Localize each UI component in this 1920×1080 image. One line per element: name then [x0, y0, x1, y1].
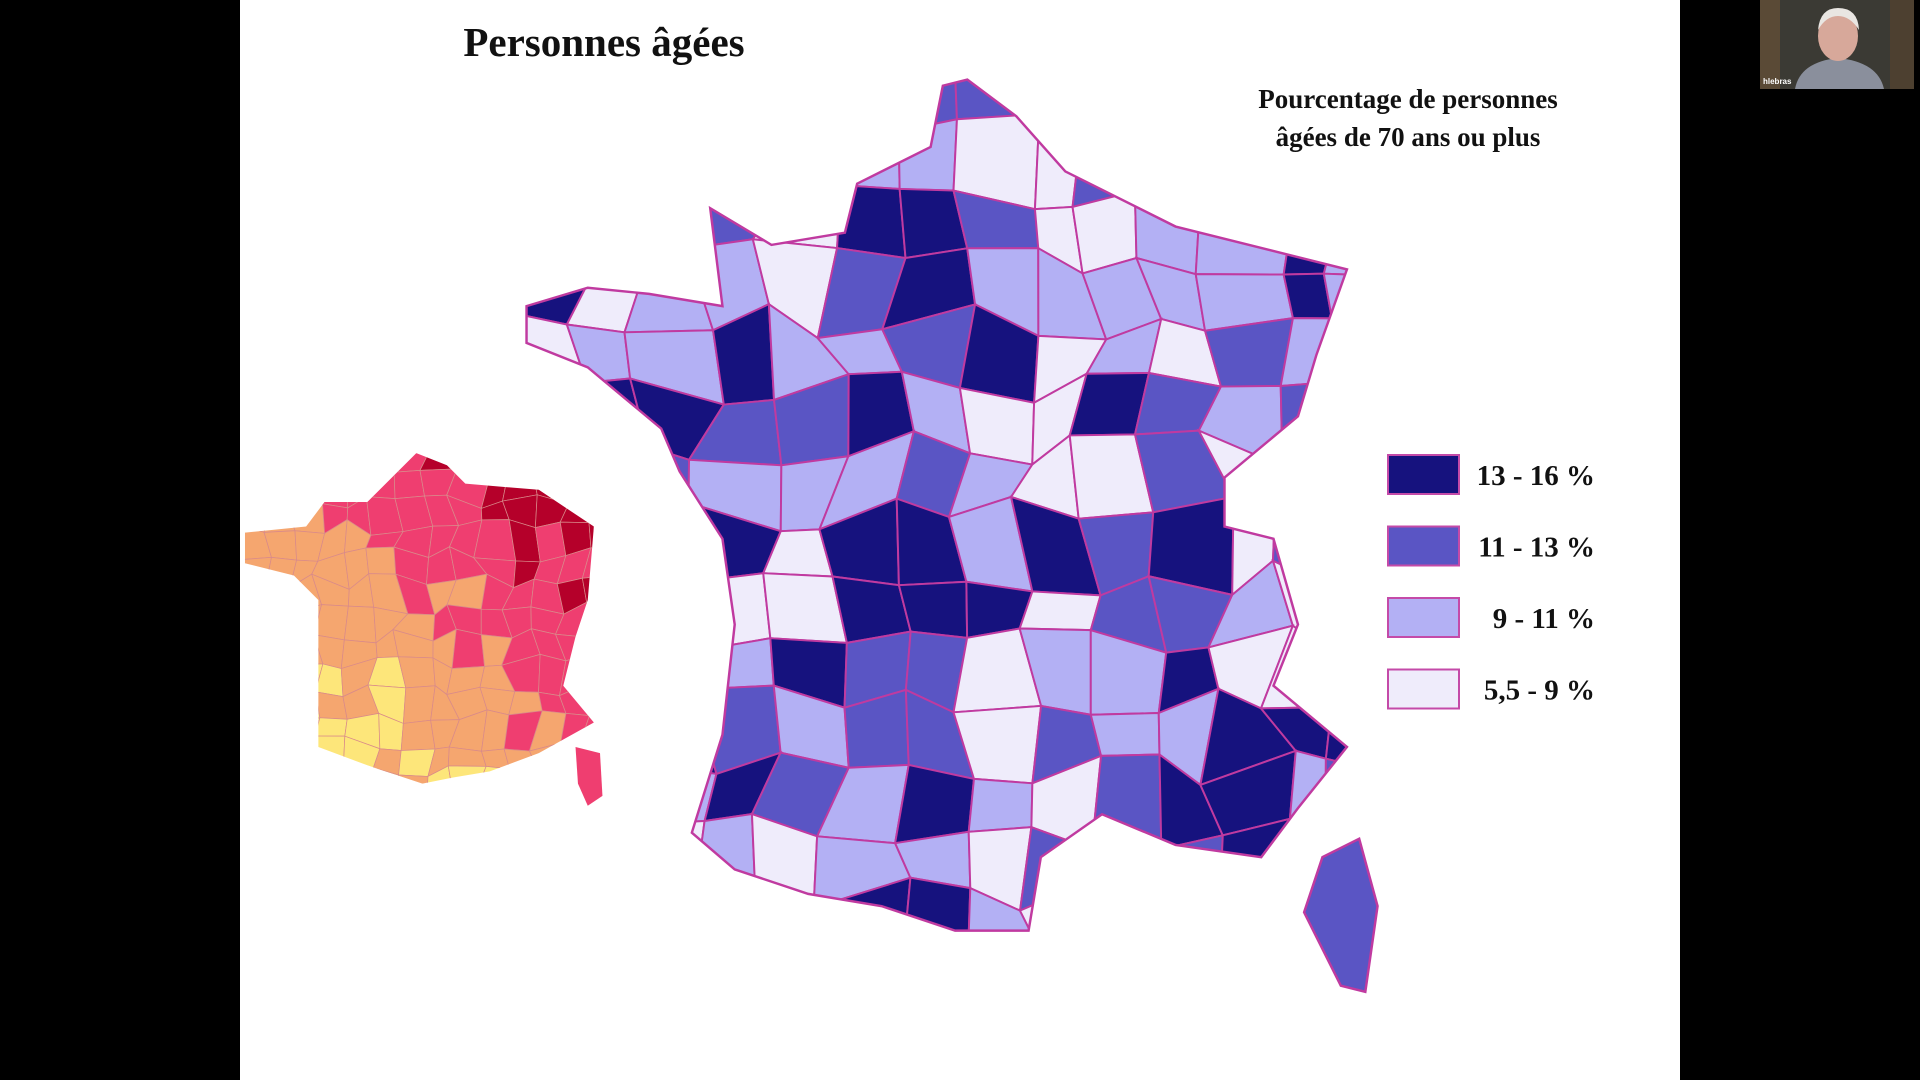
legend-label: 5,5 - 9 %: [1484, 675, 1595, 707]
region: [314, 717, 348, 737]
region: [1322, 272, 1347, 326]
legend-swatch: [1387, 454, 1460, 495]
region: [365, 546, 397, 575]
region: [400, 719, 436, 751]
region: [967, 777, 1034, 833]
legend-swatch: [1387, 525, 1460, 567]
region: [426, 765, 454, 784]
region: [893, 763, 976, 845]
legend-swatch: [1387, 597, 1460, 638]
corsica-map: [1304, 838, 1378, 992]
region: [1018, 590, 1102, 632]
participant-video[interactable]: hlebras: [1760, 0, 1914, 89]
person-hair: [1818, 8, 1859, 30]
legend-label: 11 - 13 %: [1478, 532, 1595, 564]
region: [451, 628, 485, 669]
person-head: [1818, 11, 1858, 61]
legend-swatch: [1387, 668, 1460, 710]
legend-label: 13 - 16 %: [1477, 460, 1595, 492]
bookshelf: [1760, 0, 1780, 89]
region: [588, 520, 594, 555]
legend-label: 9 - 11 %: [1493, 603, 1595, 635]
region: [402, 685, 436, 724]
region: [1304, 838, 1378, 992]
legend-title-line: âgées de 70 ans ou plus: [1276, 122, 1541, 152]
small-map-outline: [575, 746, 603, 806]
region: [343, 605, 377, 644]
region: [393, 469, 425, 500]
participant-name: hlebras: [1763, 77, 1792, 86]
corsica-outline: [1302, 837, 1379, 994]
slide-title: Personnes âgées: [463, 19, 744, 65]
region: [1324, 692, 1347, 784]
legend: 13 - 16 % 11 - 13 % 9 - 11 % 5,5 - 9 %: [1387, 454, 1595, 710]
main-map-outline: [525, 78, 1349, 932]
legend-title-line: Pourcentage de personnes: [1258, 84, 1557, 114]
region: [897, 580, 969, 639]
region: [1089, 712, 1161, 757]
bookshelf: [1890, 0, 1914, 89]
region: [967, 886, 1040, 931]
region: [1203, 316, 1295, 388]
person-body: [1795, 58, 1884, 89]
